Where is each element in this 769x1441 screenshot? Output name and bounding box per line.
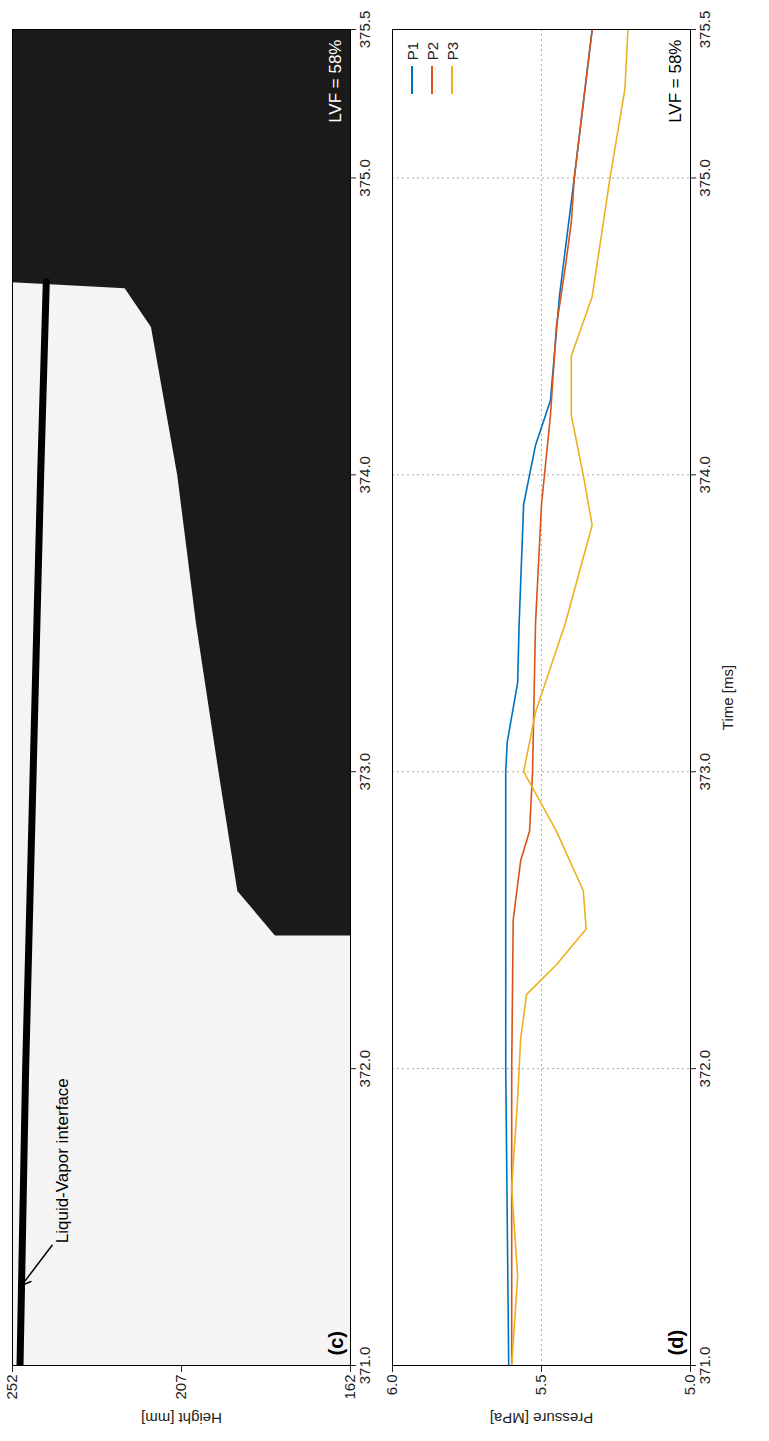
svg-text:Liquid-Vapor interface: Liquid-Vapor interface (53, 1078, 72, 1243)
svg-text:Time [ms]: Time [ms] (719, 665, 736, 730)
svg-text:372.0: 372.0 (696, 1050, 713, 1088)
html-text:P3: P3 (443, 42, 461, 61)
svg-text:371.0: 371.0 (696, 1347, 713, 1385)
svg-text:371.0: 371.0 (356, 1347, 373, 1385)
svg-text:5.5: 5.5 (532, 1375, 549, 1396)
svg-text:375.5: 375.5 (356, 11, 373, 49)
svg-text:(c): (c) (325, 1331, 347, 1355)
svg-text:(d): (d) (665, 1330, 687, 1356)
html-text:P1: P1 (403, 42, 421, 61)
svg-text:375.0: 375.0 (356, 159, 373, 197)
svg-text:Height [mm]: Height [mm] (141, 1410, 222, 1427)
html-text:P2: P2 (423, 42, 441, 61)
svg-text:375.0: 375.0 (696, 159, 713, 197)
svg-text:373.0: 373.0 (696, 753, 713, 791)
svg-text:375.5: 375.5 (696, 11, 713, 49)
svg-text:162: 162 (341, 1374, 359, 1400)
svg-text:207: 207 (172, 1375, 189, 1400)
svg-text:373.0: 373.0 (356, 753, 373, 791)
svg-text:LVF = 58%: LVF = 58% (326, 40, 345, 123)
svg-text:5.0: 5.0 (681, 1374, 699, 1396)
svg-text:252: 252 (3, 1375, 20, 1400)
svg-text:374.0: 374.0 (356, 456, 373, 494)
svg-text:374.0: 374.0 (696, 456, 713, 494)
svg-text:LVF = 58%: LVF = 58% (666, 40, 685, 123)
svg-text:6.0: 6.0 (383, 1375, 400, 1396)
svg-text:372.0: 372.0 (356, 1050, 373, 1088)
svg-text:Pressure [MPa]: Pressure [MPa] (490, 1410, 593, 1427)
